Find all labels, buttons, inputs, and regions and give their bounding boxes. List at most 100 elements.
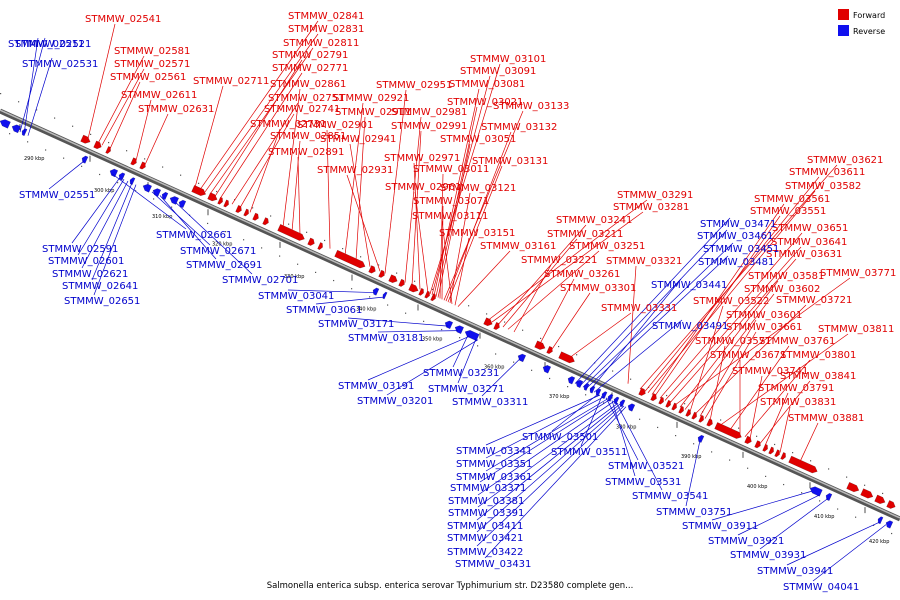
gene-label: STMMW_03741 xyxy=(732,366,808,377)
scale-dot xyxy=(360,256,362,258)
scale-dot xyxy=(90,133,92,135)
scale-dot xyxy=(72,125,74,127)
leader-line xyxy=(315,296,385,305)
scale-dot xyxy=(657,426,659,429)
gene-label: STMMW_02551 xyxy=(19,190,95,201)
gene-label: STMMW_03281 xyxy=(613,202,689,213)
scale-dot xyxy=(810,460,812,462)
scale-dot xyxy=(396,272,398,274)
gene-label: STMMW_03791 xyxy=(758,383,834,394)
leader-line xyxy=(87,23,116,139)
leader-line xyxy=(367,335,471,381)
leader-line xyxy=(812,524,887,582)
scale-dot xyxy=(306,231,308,233)
scale-dot xyxy=(450,297,452,299)
leader-line xyxy=(346,174,381,272)
forward-gene-arrow xyxy=(493,321,500,330)
reverse-gene-arrow xyxy=(372,287,380,296)
gene-label: STMMW_02561 xyxy=(110,72,186,83)
leader-line xyxy=(647,190,816,393)
gene-label: STMMW_02651 xyxy=(64,296,140,307)
scale-dot xyxy=(153,198,155,200)
gene-label: STMMW_03131 xyxy=(472,156,548,167)
scale-dot xyxy=(486,313,488,315)
gene-label: STMMW_03551 xyxy=(750,206,826,217)
gene-label: STMMW_02631 xyxy=(138,104,214,115)
scale-dot xyxy=(630,378,632,380)
forward-gene-arrow xyxy=(714,422,742,439)
forward-gene-arrow xyxy=(558,351,575,364)
tick-label: 320 kbp xyxy=(212,241,232,247)
forward-gene-arrow xyxy=(678,405,684,414)
forward-gene-arrow xyxy=(780,452,786,460)
leader-line xyxy=(159,195,217,260)
forward-gene-arrow xyxy=(398,278,405,287)
scale-dot xyxy=(297,263,299,265)
forward-gene-arrow xyxy=(408,283,419,293)
leader-line xyxy=(719,333,849,426)
leader-line xyxy=(404,116,422,283)
leader-line xyxy=(615,402,663,491)
gene-label: STMMW_03021 xyxy=(447,97,523,108)
scale-dot xyxy=(387,304,389,306)
tick-label: 420 kbp xyxy=(869,539,889,545)
scale-dot xyxy=(198,182,200,184)
forward-gene-arrow xyxy=(418,287,424,296)
gene-label: STMMW_03911 xyxy=(682,521,758,532)
scale-dot xyxy=(270,215,272,217)
gene-label: STMMW_02511 xyxy=(8,39,84,50)
gene-label: STMMW_03841 xyxy=(780,371,856,382)
gene-label: STMMW_02711 xyxy=(193,76,269,87)
leader-line xyxy=(639,164,838,390)
tick-layer: 290 kbp 300 kbp 310 kbp 320 kbp 330 kbp 340 k… xyxy=(0,93,893,545)
scale-dot xyxy=(747,467,749,469)
leader-line xyxy=(445,131,512,302)
gene-label: STMMW_03541 xyxy=(632,491,708,502)
leader-line xyxy=(111,173,187,230)
gene-label: STMMW_03501 xyxy=(522,432,598,443)
tick-label: 300 kbp xyxy=(94,188,114,194)
legend-reverse-label: Reverse xyxy=(853,27,885,36)
gene-label: STMMW_03271 xyxy=(428,384,504,395)
leader-line xyxy=(477,402,619,508)
scale-dot xyxy=(819,500,821,502)
gene-label: STMMW_02861 xyxy=(270,79,346,90)
scale-dot xyxy=(540,337,542,339)
gene-label: STMMW_03321 xyxy=(606,256,682,267)
gene-label: STMMW_03091 xyxy=(460,66,536,77)
scale-dot xyxy=(567,386,569,388)
leader-line xyxy=(502,238,578,328)
leader-line xyxy=(355,116,366,261)
scale-dot xyxy=(441,328,443,331)
scale-dot xyxy=(801,492,803,494)
leader-line xyxy=(347,317,449,327)
gene-label: STMMW_03161 xyxy=(480,241,556,252)
leader-line xyxy=(71,177,121,244)
forward-gene-arrow xyxy=(846,481,860,493)
forward-gene-arrow xyxy=(665,399,671,408)
scale-dot xyxy=(315,271,317,273)
leader-line xyxy=(497,224,587,325)
gene-label: STMMW_03221 xyxy=(521,255,597,266)
gene-label: STMMW_02851 xyxy=(270,131,346,142)
gene-label: STMMW_03511 xyxy=(551,447,627,458)
leader-line xyxy=(749,375,763,440)
gene-label: STMMW_02951 xyxy=(376,80,452,91)
leader-line xyxy=(219,72,303,199)
scale-dot xyxy=(324,239,326,242)
tick-label: 380 kbp xyxy=(616,424,636,430)
scale-dot xyxy=(144,158,146,160)
scale-dot xyxy=(711,451,713,453)
leader-line xyxy=(685,440,701,507)
scale-dot xyxy=(432,288,434,291)
forward-gene-arrow xyxy=(546,345,553,354)
gene-label: STMMW_03581 xyxy=(748,271,824,282)
scale-dot xyxy=(225,231,227,233)
leader-line xyxy=(249,128,281,213)
scale-dot xyxy=(252,207,254,209)
leader-line xyxy=(77,179,125,256)
reverse-gene-arrow xyxy=(382,291,388,300)
leader-line xyxy=(414,191,429,294)
forward-gene-arrow xyxy=(483,317,493,327)
legend-reverse-swatch xyxy=(838,25,849,36)
